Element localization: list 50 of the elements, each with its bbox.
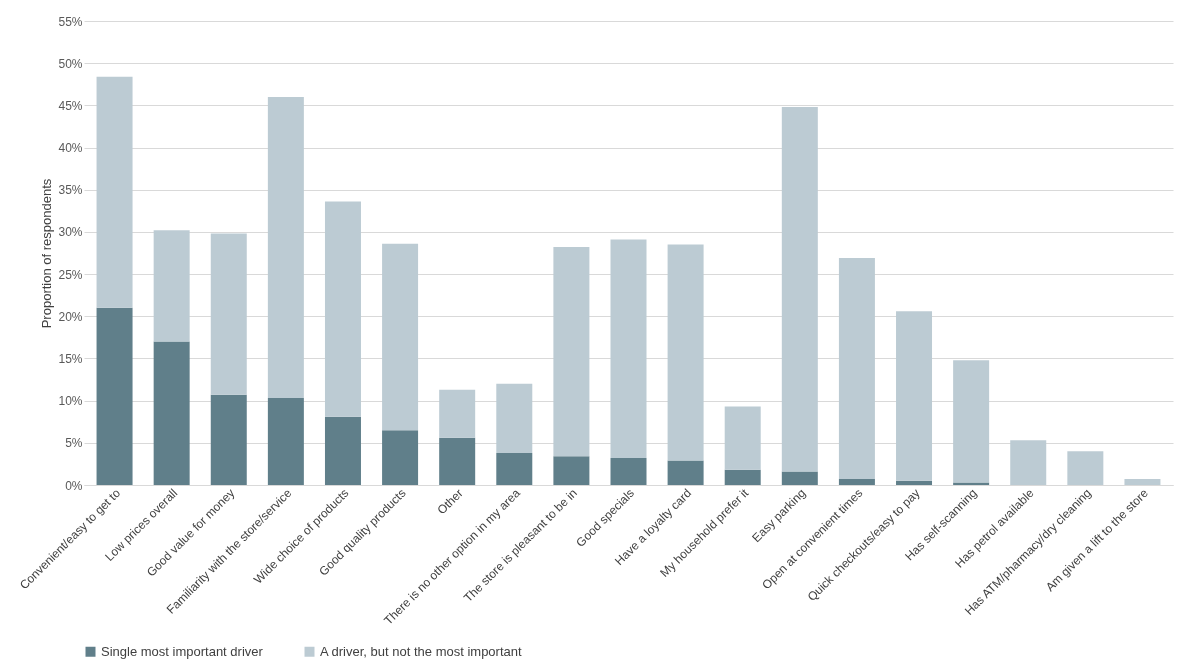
y-tick-label: 30% (58, 225, 83, 240)
bar (153, 230, 190, 342)
bar (324, 416, 361, 485)
y-tick-label: 45% (58, 98, 83, 113)
bar (896, 311, 933, 481)
y-tick-label: 20% (58, 309, 83, 324)
bar (838, 258, 875, 480)
bar (210, 394, 247, 485)
bar (382, 430, 419, 485)
legend-label: Single most important driver (101, 643, 264, 659)
bar (1010, 440, 1047, 485)
bar (267, 96, 304, 399)
bar (96, 76, 133, 308)
bar (953, 482, 990, 485)
legend-label: A driver, but not the most important (320, 643, 522, 659)
bar (953, 360, 990, 483)
y-tick-label: 0% (65, 478, 83, 493)
bar (496, 383, 533, 453)
y-tick-label: 35% (58, 183, 83, 198)
bar (496, 452, 533, 485)
bar (1067, 451, 1104, 485)
bar (382, 243, 419, 431)
y-tick-label: 25% (58, 267, 83, 282)
bar (667, 244, 704, 461)
y-tick-label: 50% (58, 56, 83, 71)
bar (838, 479, 875, 485)
bar (153, 341, 190, 485)
bar (1124, 479, 1161, 485)
bar (553, 247, 590, 457)
bar (439, 437, 476, 485)
y-tick-label: 55% (58, 14, 83, 29)
bar (210, 233, 247, 395)
y-tick-label: 40% (58, 141, 83, 156)
bar (553, 456, 590, 485)
bar (610, 239, 647, 458)
bar (724, 469, 761, 485)
y-tick-label: 5% (65, 436, 83, 451)
bar (667, 460, 704, 485)
bar (781, 107, 818, 472)
bar (96, 307, 133, 485)
y-axis-title: Proportion of respondents (39, 178, 55, 329)
bar (324, 201, 361, 417)
bar (439, 389, 476, 438)
bar (896, 480, 933, 485)
bar (724, 406, 761, 470)
y-tick-label: 10% (58, 394, 83, 409)
y-tick-label: 15% (58, 351, 83, 366)
bar (781, 471, 818, 485)
bar (267, 398, 304, 485)
bar (610, 458, 647, 485)
